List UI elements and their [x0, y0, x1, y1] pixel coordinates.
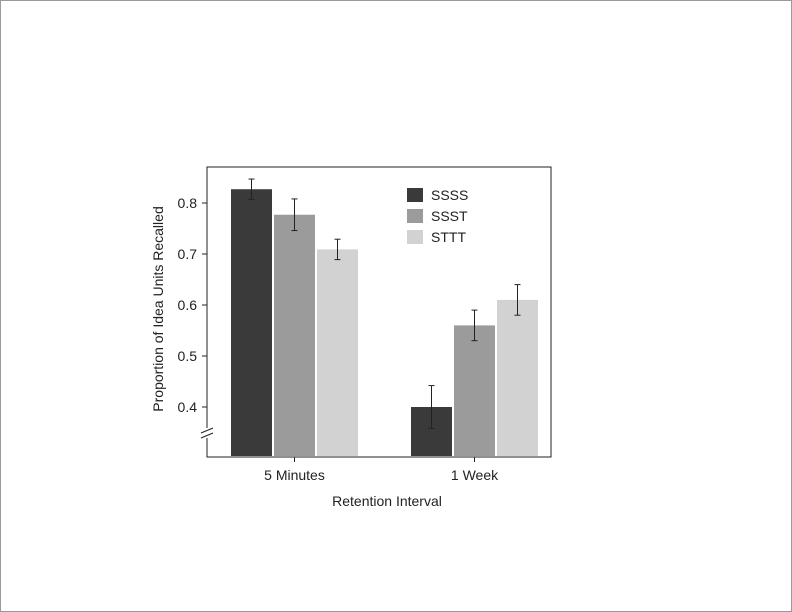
error-bar-sttt-1 — [514, 284, 521, 316]
legend-item-ssss: SSSS — [407, 187, 468, 203]
legend-swatch — [407, 230, 423, 244]
x-tick-label: 5 Minutes — [264, 467, 325, 483]
bar-ssst-0 — [274, 214, 315, 456]
legend-swatch — [407, 188, 423, 202]
y-tick-label: 0.6 — [178, 297, 198, 313]
legend-label: STTT — [431, 229, 466, 245]
y-axis: 0.4 0.5 0.6 0.7 0.8 — [178, 195, 214, 439]
bar-ssss-0 — [231, 189, 272, 457]
plot-frame — [206, 166, 552, 458]
error-bar-ssst-0 — [291, 198, 298, 232]
y-tick-label: 0.4 — [178, 399, 198, 415]
legend-item-ssst: SSST — [407, 208, 468, 224]
legend-item-sttt: STTT — [407, 229, 466, 245]
error-bar-ssss-0 — [248, 178, 255, 200]
axis-break-mark — [200, 427, 214, 439]
error-bars-layer — [248, 178, 521, 429]
y-tick-label: 0.5 — [178, 348, 198, 364]
x-axis: 5 Minutes 1 Week — [264, 457, 499, 483]
legend-swatch — [407, 209, 423, 223]
legend-label: SSSS — [431, 187, 468, 203]
y-tick-label: 0.7 — [178, 246, 198, 262]
x-axis-title: Retention Interval — [332, 493, 442, 509]
legend: SSSS SSST STTT — [407, 187, 468, 245]
x-tick-label: 1 Week — [451, 467, 499, 483]
error-bar-ssss-1 — [428, 385, 435, 429]
bars-layer — [231, 189, 538, 457]
bar-sttt-0 — [317, 249, 358, 456]
error-bar-sttt-0 — [334, 238, 341, 261]
legend-label: SSST — [431, 208, 468, 224]
bar-sttt-1 — [497, 299, 538, 456]
y-tick-label: 0.8 — [178, 195, 198, 211]
bar-ssst-1 — [454, 325, 495, 456]
error-bar-ssst-1 — [471, 309, 478, 342]
y-axis-title: Proportion of Idea Units Recalled — [150, 206, 166, 411]
